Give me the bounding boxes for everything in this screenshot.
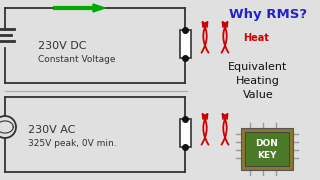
Text: 230V AC: 230V AC (28, 125, 76, 135)
Bar (180, 30, 190, 58)
Text: Why RMS?: Why RMS? (229, 8, 307, 21)
Bar (180, 119, 190, 147)
Text: Constant Voltage: Constant Voltage (38, 55, 116, 64)
Text: DON: DON (256, 140, 278, 148)
Bar (245, 132, 289, 166)
Text: 325V peak, 0V min.: 325V peak, 0V min. (28, 140, 116, 148)
Text: 230V DC: 230V DC (38, 41, 86, 51)
Bar (241, 128, 293, 170)
Text: KEY: KEY (257, 150, 277, 159)
Text: Equivalent
Heating
Value: Equivalent Heating Value (228, 62, 288, 100)
Text: Heat: Heat (243, 33, 269, 43)
FancyArrow shape (55, 4, 105, 12)
